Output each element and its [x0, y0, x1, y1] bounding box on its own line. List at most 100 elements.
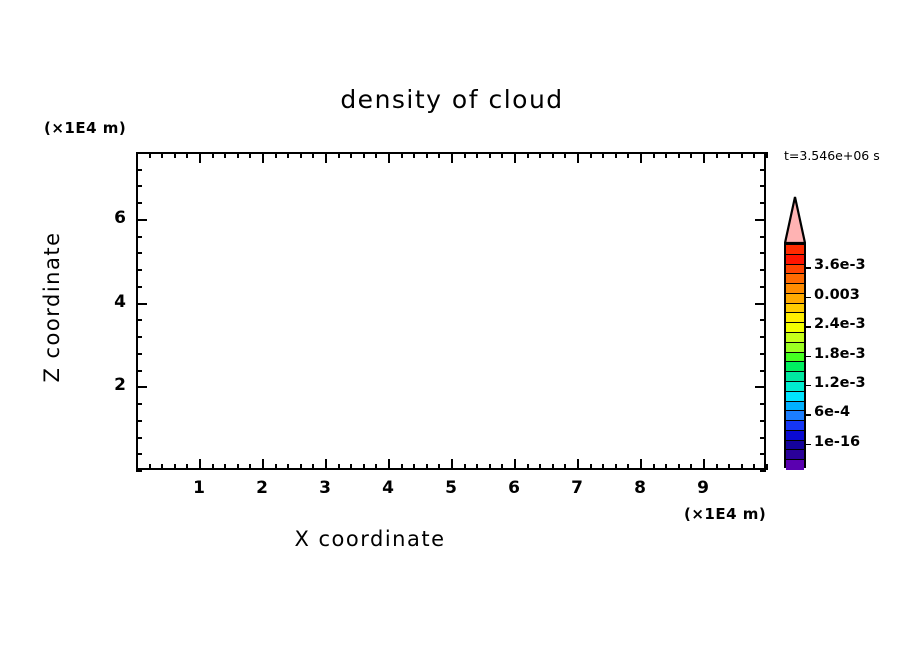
tick-mark: [564, 152, 566, 158]
tick-mark: [514, 459, 516, 470]
tick-mark: [161, 464, 163, 470]
tick-mark: [136, 386, 147, 388]
tick-mark: [237, 152, 239, 158]
tick-mark: [716, 464, 718, 470]
tick-mark: [136, 185, 142, 187]
tick-mark: [665, 152, 667, 158]
tick-mark: [136, 353, 142, 355]
tick-mark: [640, 152, 642, 163]
y-tick-label: 2: [114, 375, 126, 396]
y-axis-title: Z coordinate: [40, 231, 64, 383]
tick-mark: [766, 152, 768, 158]
tick-mark: [653, 464, 655, 470]
tick-mark: [741, 152, 743, 158]
tick-mark: [136, 202, 142, 204]
tick-mark: [363, 152, 365, 158]
x-tick-label: 5: [445, 478, 457, 498]
tick-mark: [760, 470, 766, 472]
tick-mark: [760, 202, 766, 204]
tick-mark: [464, 152, 466, 158]
x-tick-label: 7: [571, 478, 583, 498]
y-tick-label: 6: [114, 207, 126, 228]
tick-mark: [388, 152, 390, 163]
colorbar-tick: [806, 414, 811, 416]
tick-mark: [665, 464, 667, 470]
x-tick-label: 6: [508, 478, 520, 498]
colorbar-band: [786, 411, 804, 422]
colorbar-band: [786, 313, 804, 324]
tick-mark: [451, 152, 453, 163]
tick-mark: [224, 464, 226, 470]
colorbar-band: [786, 293, 804, 304]
tick-mark: [590, 152, 592, 158]
colorbar-tick-label: 2.4e-3: [814, 316, 866, 333]
tick-mark: [615, 464, 617, 470]
tick-mark: [760, 269, 766, 271]
tick-mark: [136, 286, 142, 288]
tick-mark: [136, 453, 142, 455]
tick-mark: [602, 464, 604, 470]
tick-mark: [577, 152, 579, 163]
tick-mark: [760, 252, 766, 254]
x-tick-label: 2: [256, 478, 268, 498]
tick-mark: [287, 152, 289, 158]
x-tick-label: 1: [193, 478, 205, 498]
tick-mark: [136, 219, 147, 221]
tick-mark: [375, 464, 377, 470]
colorbar-band: [786, 274, 804, 285]
tick-mark: [760, 403, 766, 405]
tick-mark: [760, 169, 766, 171]
tick-mark: [527, 152, 529, 158]
tick-mark: [451, 459, 453, 470]
colorbar-band: [786, 421, 804, 431]
tick-mark: [174, 464, 176, 470]
tick-mark: [627, 464, 629, 470]
tick-mark: [690, 152, 692, 158]
colorbar-band: [786, 430, 804, 441]
tick-mark: [212, 152, 214, 158]
tick-mark: [401, 464, 403, 470]
colorbar-band: [786, 254, 804, 265]
colorbar-band: [786, 245, 804, 255]
tick-mark: [564, 464, 566, 470]
tick-mark: [186, 152, 188, 158]
colorbar-tick: [806, 267, 811, 269]
tick-mark: [728, 152, 730, 158]
tick-mark: [388, 459, 390, 470]
colorbar-tick-label: 3.6e-3: [814, 257, 866, 274]
tick-mark: [678, 464, 680, 470]
tick-mark: [186, 464, 188, 470]
tick-mark: [728, 464, 730, 470]
colorbar-band: [786, 342, 804, 353]
tick-mark: [760, 370, 766, 372]
tick-mark: [300, 464, 302, 470]
colorbar-band: [786, 401, 804, 412]
tick-mark: [653, 152, 655, 158]
tick-mark: [325, 459, 327, 470]
tick-mark: [350, 464, 352, 470]
colorbar-band: [786, 391, 804, 402]
tick-mark: [161, 152, 163, 158]
tick-mark: [136, 437, 142, 439]
tick-mark: [312, 464, 314, 470]
tick-mark: [136, 319, 142, 321]
colorbar-tick-label: 1.2e-3: [814, 374, 866, 391]
tick-mark: [363, 464, 365, 470]
colorbar-band: [786, 352, 804, 363]
x-axis-title: X coordinate: [294, 527, 446, 551]
tick-mark: [212, 464, 214, 470]
tick-mark: [350, 152, 352, 158]
tick-mark: [312, 152, 314, 158]
tick-mark: [602, 152, 604, 158]
tick-mark: [590, 464, 592, 470]
tick-mark: [501, 464, 503, 470]
tick-mark: [760, 453, 766, 455]
colorbar-band: [786, 264, 804, 275]
tick-mark: [375, 152, 377, 158]
tick-mark: [401, 152, 403, 158]
colorbar-tick: [806, 443, 811, 446]
colorbar-tick: [806, 326, 811, 328]
tick-mark: [760, 353, 766, 355]
tick-mark: [136, 403, 142, 405]
